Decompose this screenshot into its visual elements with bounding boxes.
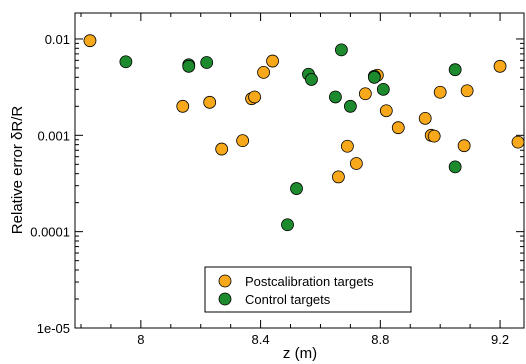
legend-marker-postcalibration <box>218 274 232 288</box>
postcalibration-point <box>493 59 507 73</box>
postcalibration-point <box>358 87 372 101</box>
postcalibration-point <box>379 104 393 118</box>
postcalibration-point <box>203 95 217 109</box>
axis-ticks <box>75 13 524 329</box>
postcalibration-point <box>266 54 279 68</box>
legend-label-control: Control targets <box>245 292 331 307</box>
postcalibration-point <box>433 85 447 99</box>
control-point <box>343 99 357 113</box>
postcalibration-point <box>391 121 405 135</box>
postcalibration-point <box>349 157 363 170</box>
control-point <box>290 182 303 195</box>
postcalibration-point <box>215 142 229 156</box>
postcalibration-point <box>176 99 190 113</box>
control-point <box>182 59 196 73</box>
control-point <box>335 43 348 57</box>
x-tick-label: 9.2 <box>491 332 509 347</box>
postcalibration-point <box>511 135 525 149</box>
data-points <box>83 34 525 232</box>
postcalibration-point <box>427 129 441 143</box>
legend: Postcalibration targets Control targets <box>204 266 412 313</box>
postcalibration-point <box>340 139 354 153</box>
legend-label-postcalibration: Postcalibration targets <box>245 274 374 289</box>
control-point <box>367 70 381 84</box>
postcalibration-point <box>236 134 250 148</box>
x-tick-label: 8 <box>137 332 144 347</box>
control-point <box>119 55 133 69</box>
y-tick-label: 0.0001 <box>30 225 70 240</box>
postcalibration-point <box>418 111 432 125</box>
legend-marker-control <box>218 292 232 306</box>
control-point <box>448 63 462 77</box>
y-tick-label: 0.01 <box>45 32 70 47</box>
x-axis-title: z (m) <box>283 345 317 362</box>
control-point <box>281 218 294 232</box>
postcalibration-point <box>460 84 474 98</box>
postcalibration-point <box>332 170 345 184</box>
postcalibration-point <box>248 90 262 104</box>
y-axis-title: Relative error δR/R <box>9 106 26 235</box>
control-point <box>448 160 462 174</box>
control-point <box>329 90 342 104</box>
axis-tick-labels: 8 8.4 8.8 9.2 1e-05 0.0001 0.001 0.01 <box>30 32 509 347</box>
y-tick-label: 1e-05 <box>37 321 70 336</box>
control-point <box>200 56 214 69</box>
x-tick-label: 8.8 <box>371 332 389 347</box>
legend-box <box>204 266 412 313</box>
control-point <box>305 73 318 86</box>
x-tick-label: 8.4 <box>252 332 270 347</box>
postcalibration-point <box>457 139 471 153</box>
postcalibration-point <box>257 65 270 79</box>
postcalibration-point <box>83 34 97 48</box>
control-point <box>376 82 390 96</box>
y-tick-label: 0.001 <box>37 128 70 143</box>
